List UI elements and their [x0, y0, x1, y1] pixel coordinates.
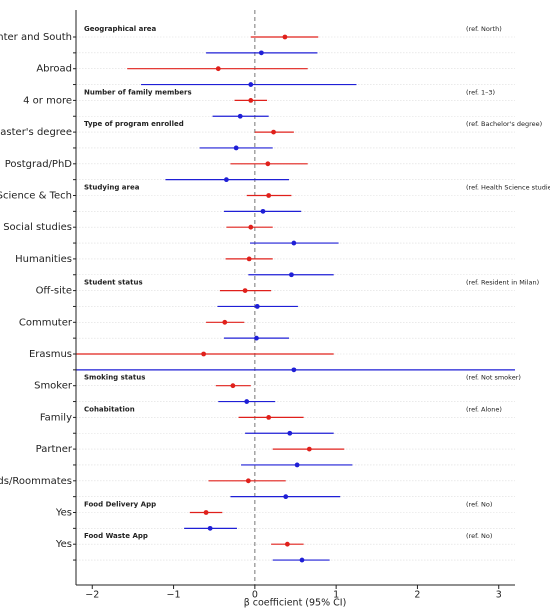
estimate: [266, 415, 272, 420]
estimate: [203, 510, 209, 515]
group-label: Student status: [84, 279, 143, 287]
estimate: [299, 557, 305, 563]
estimate: [282, 34, 288, 40]
estimate: [201, 351, 207, 357]
estimate: [248, 98, 254, 103]
group-reference: (ref. Health Science studies): [466, 184, 550, 192]
group-label: Number of family members: [84, 88, 192, 96]
estimate: [291, 367, 297, 373]
estimate: [242, 288, 248, 293]
estimate: [246, 256, 252, 262]
group-label: Food Delivery App: [84, 501, 156, 509]
estimate: [245, 478, 251, 484]
x-tick-label: 2: [414, 590, 420, 601]
category-label: Erasmus: [29, 349, 72, 360]
group-label: Smoking status: [84, 374, 145, 382]
group-label: Studying area: [84, 184, 140, 192]
category-label: Smoker: [34, 381, 73, 392]
group-reference: (ref. Alone): [466, 405, 502, 413]
estimate: [254, 304, 260, 309]
x-tick-label: 1: [333, 590, 339, 601]
category-label: Science & Tech: [0, 191, 72, 202]
group-label: Cohabitation: [84, 405, 135, 413]
x-tick-label: 3: [496, 590, 502, 601]
estimate: [260, 208, 266, 214]
estimate: [265, 161, 271, 167]
group-reference: (ref. North): [466, 25, 502, 33]
category-label: Social studies: [3, 222, 72, 233]
category-label: Yes: [55, 539, 72, 550]
estimate: [254, 335, 259, 341]
group-label: Food Waste App: [84, 532, 148, 540]
plot: [76, 34, 515, 563]
x-tick-label: −2: [85, 590, 99, 601]
estimate: [222, 319, 228, 325]
category-label: Commuter: [19, 317, 73, 328]
x-tick-label: −1: [167, 590, 181, 601]
estimate: [271, 129, 276, 135]
category-label: Partner: [36, 444, 73, 455]
estimate: [248, 82, 254, 87]
estimate: [306, 446, 312, 452]
category-label: Master's degree: [0, 127, 72, 138]
group-reference: (ref. Bachelor's degree): [466, 120, 542, 128]
estimate: [266, 193, 272, 198]
group-reference: (ref. Not smoker): [466, 374, 521, 382]
estimate: [258, 50, 264, 56]
category-label: Yes: [55, 508, 72, 519]
x-tick-label: 0: [252, 590, 258, 601]
estimate: [287, 430, 293, 436]
estimate: [207, 525, 213, 531]
group-reference: (ref. Resident in Milan): [466, 279, 539, 287]
estimate: [284, 541, 290, 547]
estimate: [230, 383, 236, 389]
category-label: Off-site: [36, 286, 72, 297]
category-label: Postgrad/PhD: [5, 159, 73, 170]
category-label: Family: [40, 412, 72, 423]
estimate: [289, 272, 294, 278]
estimate: [223, 177, 229, 183]
group-reference: (ref. 1–3): [466, 88, 495, 96]
group-reference: (ref. No): [466, 532, 492, 540]
category-label: Center and South: [0, 32, 72, 43]
x-axis-label: β coefficient (95% CI): [244, 598, 347, 609]
category-label: Friends/Roommates: [0, 476, 72, 487]
estimate: [215, 66, 221, 72]
group-label: Type of program enrolled: [84, 120, 184, 128]
estimate: [237, 113, 243, 119]
estimate: [291, 240, 297, 246]
category-label: Abroad: [36, 64, 72, 75]
estimate: [244, 399, 250, 404]
estimate: [233, 145, 239, 151]
group-label: Geographical area: [84, 25, 157, 33]
estimate: [283, 494, 289, 500]
category-label: 4 or more: [23, 95, 72, 106]
estimate: [294, 462, 300, 468]
category-label: Humanities: [15, 254, 72, 265]
estimate: [248, 224, 254, 230]
group-reference: (ref. No): [466, 501, 492, 509]
